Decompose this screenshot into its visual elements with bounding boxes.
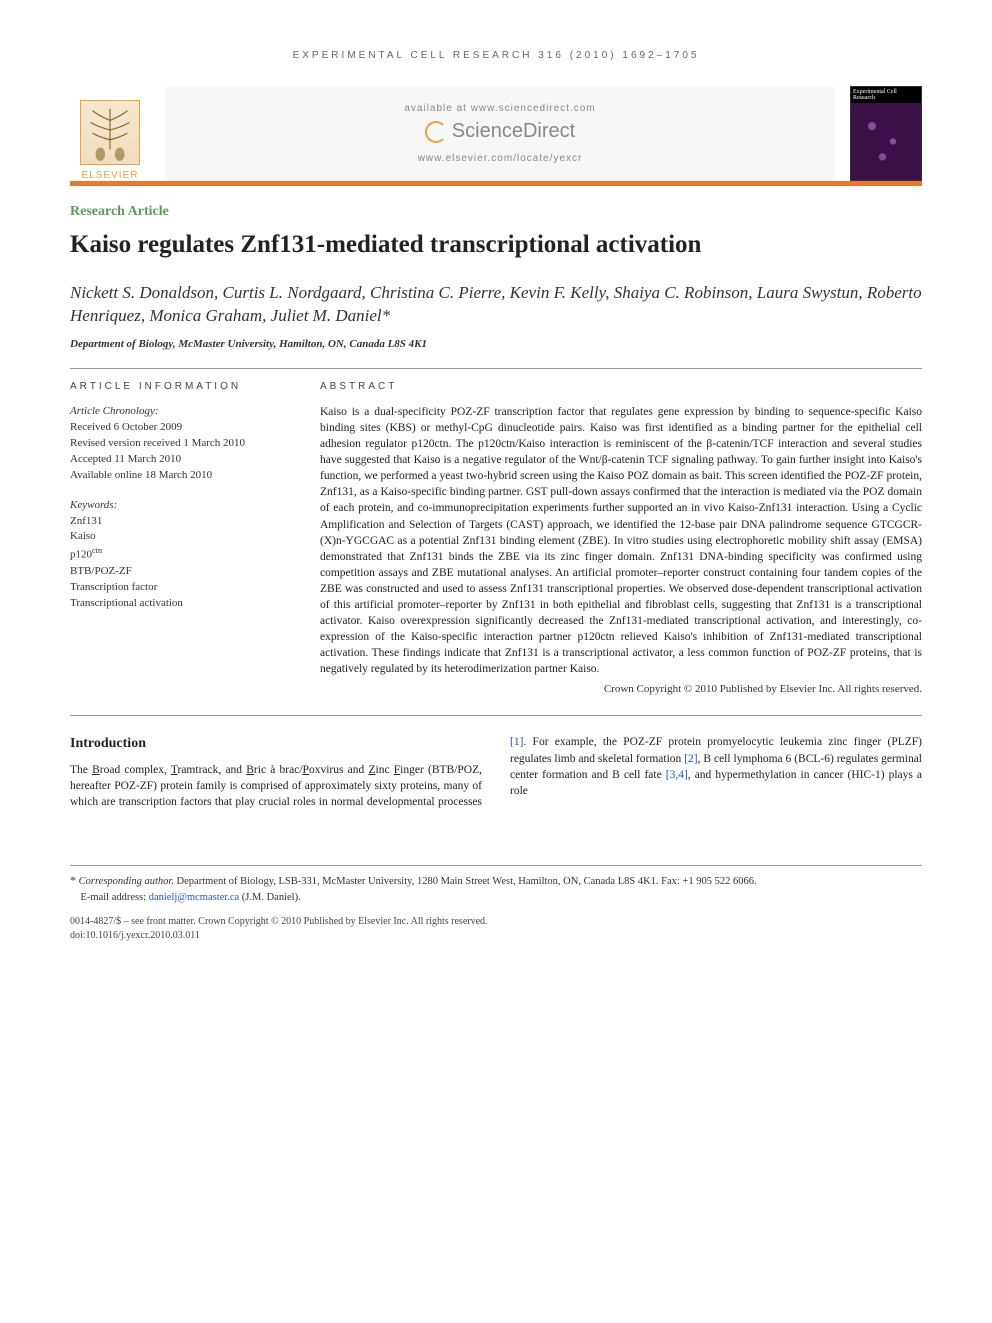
keyword: Znf131 [70,514,290,530]
introduction-heading: Introduction [70,734,482,754]
accepted-date: Accepted 11 March 2010 [70,452,290,468]
email-line: E-mail address: danielj@mcmaster.ca (J.M… [70,890,922,905]
running-header: EXPERIMENTAL CELL RESEARCH 316 (2010) 16… [70,50,922,61]
affiliation: Department of Biology, McMaster Universi… [70,338,922,350]
chronology-label: Article Chronology: [70,404,290,420]
sciencedirect-swirl-icon [425,121,447,143]
received-date: Received 6 October 2009 [70,420,290,436]
author-list: Nickett S. Donaldson, Curtis L. Nordgaar… [70,282,922,328]
publisher-name: ELSEVIER [82,170,139,181]
keyword: p120ctn [70,545,290,564]
divider [70,715,922,716]
doi: doi:10.1016/j.yexcr.2010.03.011 [70,929,922,943]
abstract-text: Kaiso is a dual-specificity POZ-ZF trans… [320,404,922,678]
publisher-logo-block: ELSEVIER [70,86,150,181]
sciencedirect-text: ScienceDirect [452,120,575,143]
email-link[interactable]: danielj@mcmaster.ca [149,892,239,903]
footnotes: * Corresponding author. Department of Bi… [70,865,922,905]
abstract-heading: ABSTRACT [320,381,922,392]
citation-link[interactable]: [2] [684,753,697,765]
available-at-text: available at www.sciencedirect.com [185,103,815,114]
corresponding-author: * Corresponding author. Department of Bi… [70,872,922,889]
header-bar: ELSEVIER available at www.sciencedirect.… [70,86,922,181]
citation-link[interactable]: [3,4] [666,769,688,781]
keywords-block: Keywords: Znf131 Kaiso p120ctn BTB/POZ-Z… [70,498,290,612]
center-platform-block: available at www.sciencedirect.com Scien… [165,86,835,181]
introduction-section: Introduction The Broad complex, Tramtrac… [70,734,922,810]
info-abstract-row: ARTICLE INFORMATION Article Chronology: … [70,381,922,696]
article-chronology: Article Chronology: Received 6 October 2… [70,404,290,484]
orange-divider [70,181,922,186]
online-date: Available online 18 March 2010 [70,468,290,484]
bottom-metadata: 0014-4827/$ – see front matter. Crown Co… [70,915,922,943]
keyword: BTB/POZ-ZF [70,564,290,580]
keywords-label: Keywords: [70,498,290,514]
citation-link[interactable]: [1] [510,736,523,748]
keyword: Kaiso [70,529,290,545]
divider [70,368,922,369]
article-type: Research Article [70,204,922,220]
keyword: Transcription factor [70,580,290,596]
cover-title: Experimental Cell Research [851,87,921,103]
keyword: Transcriptional activation [70,596,290,612]
journal-cover-thumbnail: Experimental Cell Research [850,86,922,181]
elsevier-tree-icon [80,100,140,165]
body-columns: Introduction The Broad complex, Tramtrac… [70,734,922,810]
abstract-copyright: Crown Copyright © 2010 Published by Else… [320,683,922,695]
journal-url: www.elsevier.com/locate/yexcr [185,153,815,164]
cover-image [851,103,921,180]
issn-copyright: 0014-4827/$ – see front matter. Crown Co… [70,915,922,929]
article-title: Kaiso regulates Znf131-mediated transcri… [70,230,922,260]
revised-date: Revised version received 1 March 2010 [70,436,290,452]
abstract-column: ABSTRACT Kaiso is a dual-specificity POZ… [320,381,922,696]
article-info-column: ARTICLE INFORMATION Article Chronology: … [70,381,290,696]
sciencedirect-logo: ScienceDirect [185,120,815,143]
article-info-heading: ARTICLE INFORMATION [70,381,290,392]
